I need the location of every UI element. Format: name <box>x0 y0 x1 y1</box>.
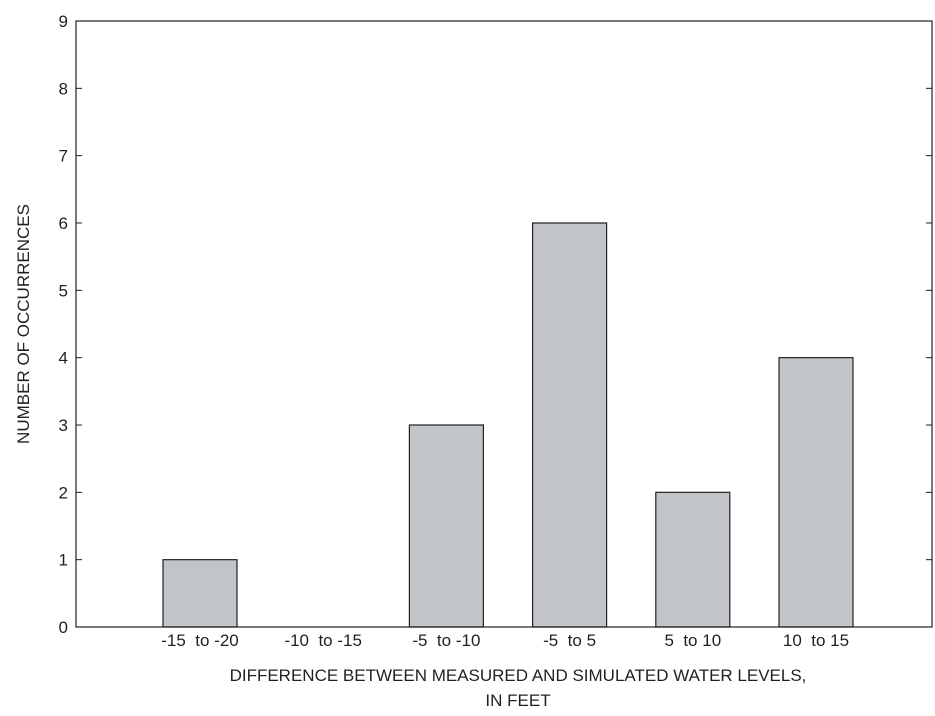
bars <box>162 222 854 628</box>
bar <box>531 222 608 628</box>
x-tick-label: -5 to -10 <box>412 631 480 650</box>
y-tick-label: 9 <box>59 12 68 31</box>
y-tick-label: 4 <box>59 349 68 368</box>
bar <box>778 357 854 628</box>
x-axis-tick-labels: -15 to -20 -10 to -15 -5 to -10 -5 to 5 5 to… <box>161 631 849 650</box>
x-axis-title-line1: DIFFERENCE BETWEEN MEASURED AND SIMULATE… <box>230 666 807 685</box>
y-tick-label: 5 <box>59 281 68 300</box>
y-tick-label: 7 <box>59 147 68 166</box>
y-tick-label: 2 <box>59 483 68 502</box>
x-tick-label: -10 to -15 <box>284 631 362 650</box>
y-tick-label: 1 <box>59 551 68 570</box>
y-axis-ticks <box>76 20 932 628</box>
y-tick-label: 8 <box>59 79 68 98</box>
bar <box>655 491 731 628</box>
x-tick-label: -5 to 5 <box>543 631 596 650</box>
y-axis-title: NUMBER OF OCCURRENCES <box>14 204 33 444</box>
y-tick-label: 6 <box>59 214 68 233</box>
y-axis-tick-labels: 0 1 2 3 4 5 6 7 8 9 <box>59 12 68 637</box>
bar <box>408 424 484 628</box>
y-tick-label: 0 <box>59 618 68 637</box>
x-tick-label: -15 to -20 <box>161 631 239 650</box>
plot-frame <box>75 20 933 628</box>
x-tick-label: 10 to 15 <box>783 631 849 650</box>
y-tick-label: 3 <box>59 416 68 435</box>
x-tick-label: 5 to 10 <box>664 631 721 650</box>
x-axis-title-line2: IN FEET <box>485 691 550 710</box>
bar <box>162 559 238 628</box>
